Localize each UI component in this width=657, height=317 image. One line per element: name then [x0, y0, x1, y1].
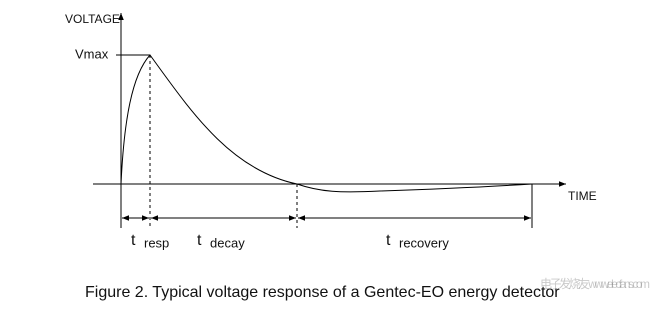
- peak-label: Vmax: [75, 46, 109, 61]
- x-axis-label: TIME: [568, 189, 597, 203]
- interval-subscript: decay: [210, 235, 245, 250]
- interval-symbol: t: [386, 232, 391, 249]
- y-axis-label: VOLTAGE: [65, 12, 120, 26]
- interval-subscript: resp: [144, 235, 169, 250]
- interval-subscript: recovery: [399, 235, 449, 250]
- caption: Figure 2. Typical voltage response of a …: [85, 284, 560, 301]
- interval-symbol: t: [131, 232, 136, 249]
- interval-symbol: t: [197, 232, 202, 249]
- voltage-curve: [120, 54, 533, 193]
- watermark: 电子发烧友 www.elecfans.com: [540, 276, 650, 291]
